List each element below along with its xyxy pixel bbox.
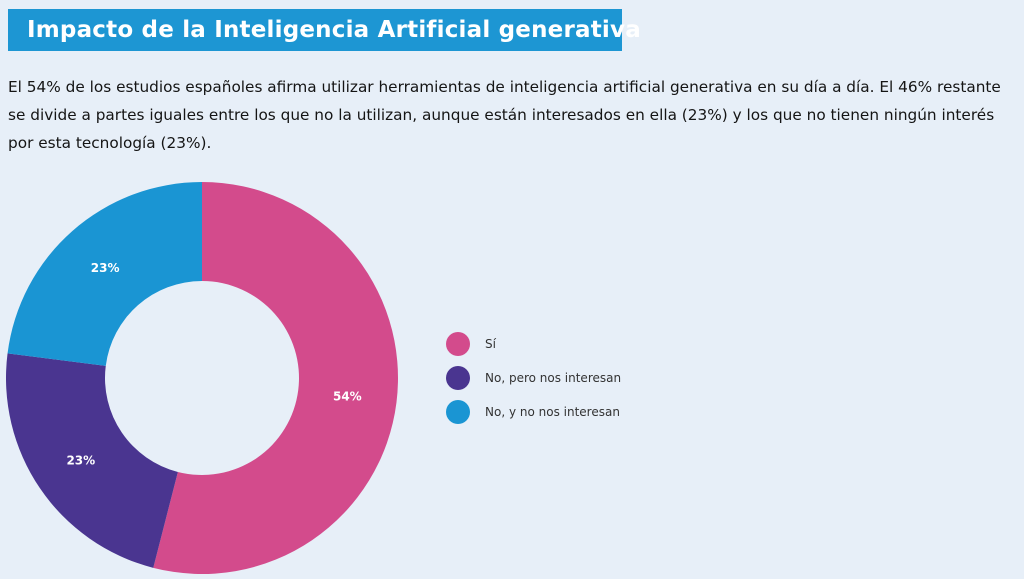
- slice-labels-layer: 54% 23% 23%: [66, 261, 361, 467]
- intro-paragraph: El 54% de los estudios españoles afirma …: [8, 78, 1001, 152]
- legend-swatch: [446, 366, 470, 390]
- legend-swatch: [446, 400, 470, 424]
- legend-swatch: [446, 332, 470, 356]
- legend-label: No, y no nos interesan: [485, 405, 620, 419]
- slice-label-3: 23%: [91, 261, 120, 275]
- legend-item-1: Sí: [446, 332, 497, 356]
- legend-item-3: No, y no nos interesan: [446, 400, 620, 424]
- slices-layer: [6, 182, 399, 574]
- donut-slice-3: [7, 182, 203, 366]
- legend: Sí No, pero nos interesan No, y no nos int…: [446, 332, 621, 424]
- donut-slice-1: [153, 182, 399, 574]
- slice-label-1: 54%: [333, 389, 362, 403]
- legend-label: No, pero nos interesan: [485, 371, 621, 385]
- title-band: Impacto de la Inteligencia Artificial ge…: [8, 9, 641, 51]
- legend-item-2: No, pero nos interesan: [446, 366, 621, 390]
- donut-slice-2: [6, 353, 178, 568]
- page-title: Impacto de la Inteligencia Artificial ge…: [27, 17, 641, 43]
- slice-label-2: 23%: [66, 453, 95, 467]
- legend-label: Sí: [485, 337, 497, 351]
